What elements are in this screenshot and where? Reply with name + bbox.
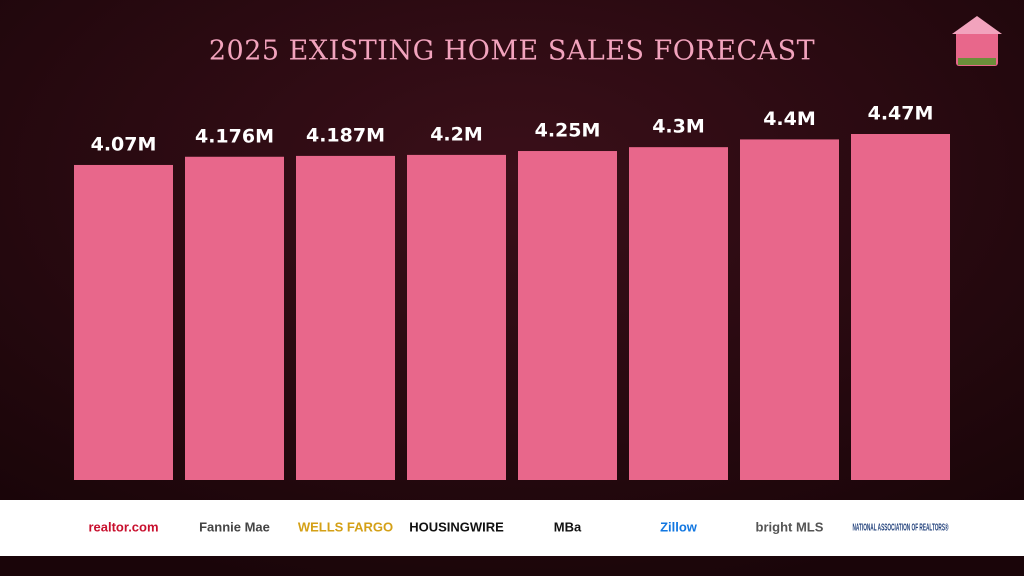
bar: [518, 151, 617, 480]
brand-logo: [952, 16, 1002, 66]
bar: [629, 147, 728, 480]
category-logo: bright MLS: [756, 519, 824, 534]
bar: [740, 139, 839, 481]
logo-strip: [0, 500, 1024, 556]
value-label: 4.4M: [763, 108, 816, 130]
category-logo: WELLS FARGO: [298, 519, 393, 534]
value-label: 4.2M: [430, 123, 483, 145]
bar: [851, 134, 950, 480]
bar: [185, 156, 284, 480]
value-label: 4.47M: [868, 103, 934, 125]
value-label: 4.07M: [91, 133, 157, 155]
value-label: 4.25M: [535, 120, 601, 142]
category-logo: HOUSINGWIRE: [409, 519, 504, 534]
category-logo: NATIONAL ASSOCIATION OF REALTORS®: [853, 523, 949, 534]
category-logo: realtor.com: [88, 519, 158, 534]
value-label: 4.176M: [195, 125, 274, 147]
bar: [407, 154, 506, 480]
category-logo: Fannie Mae: [199, 519, 270, 534]
bar: [296, 155, 395, 481]
value-label: 4.3M: [652, 116, 705, 138]
chart-title: 2025 EXISTING HOME SALES FORECAST: [209, 36, 815, 67]
bar: [74, 164, 173, 480]
plot: 4.07M realtor.com 4.176M Fannie Mae 4.187M WE…: [74, 103, 950, 534]
value-label: 4.187M: [306, 124, 385, 146]
category-logo: Zillow: [660, 519, 698, 534]
category-logo: MBa: [554, 519, 582, 534]
